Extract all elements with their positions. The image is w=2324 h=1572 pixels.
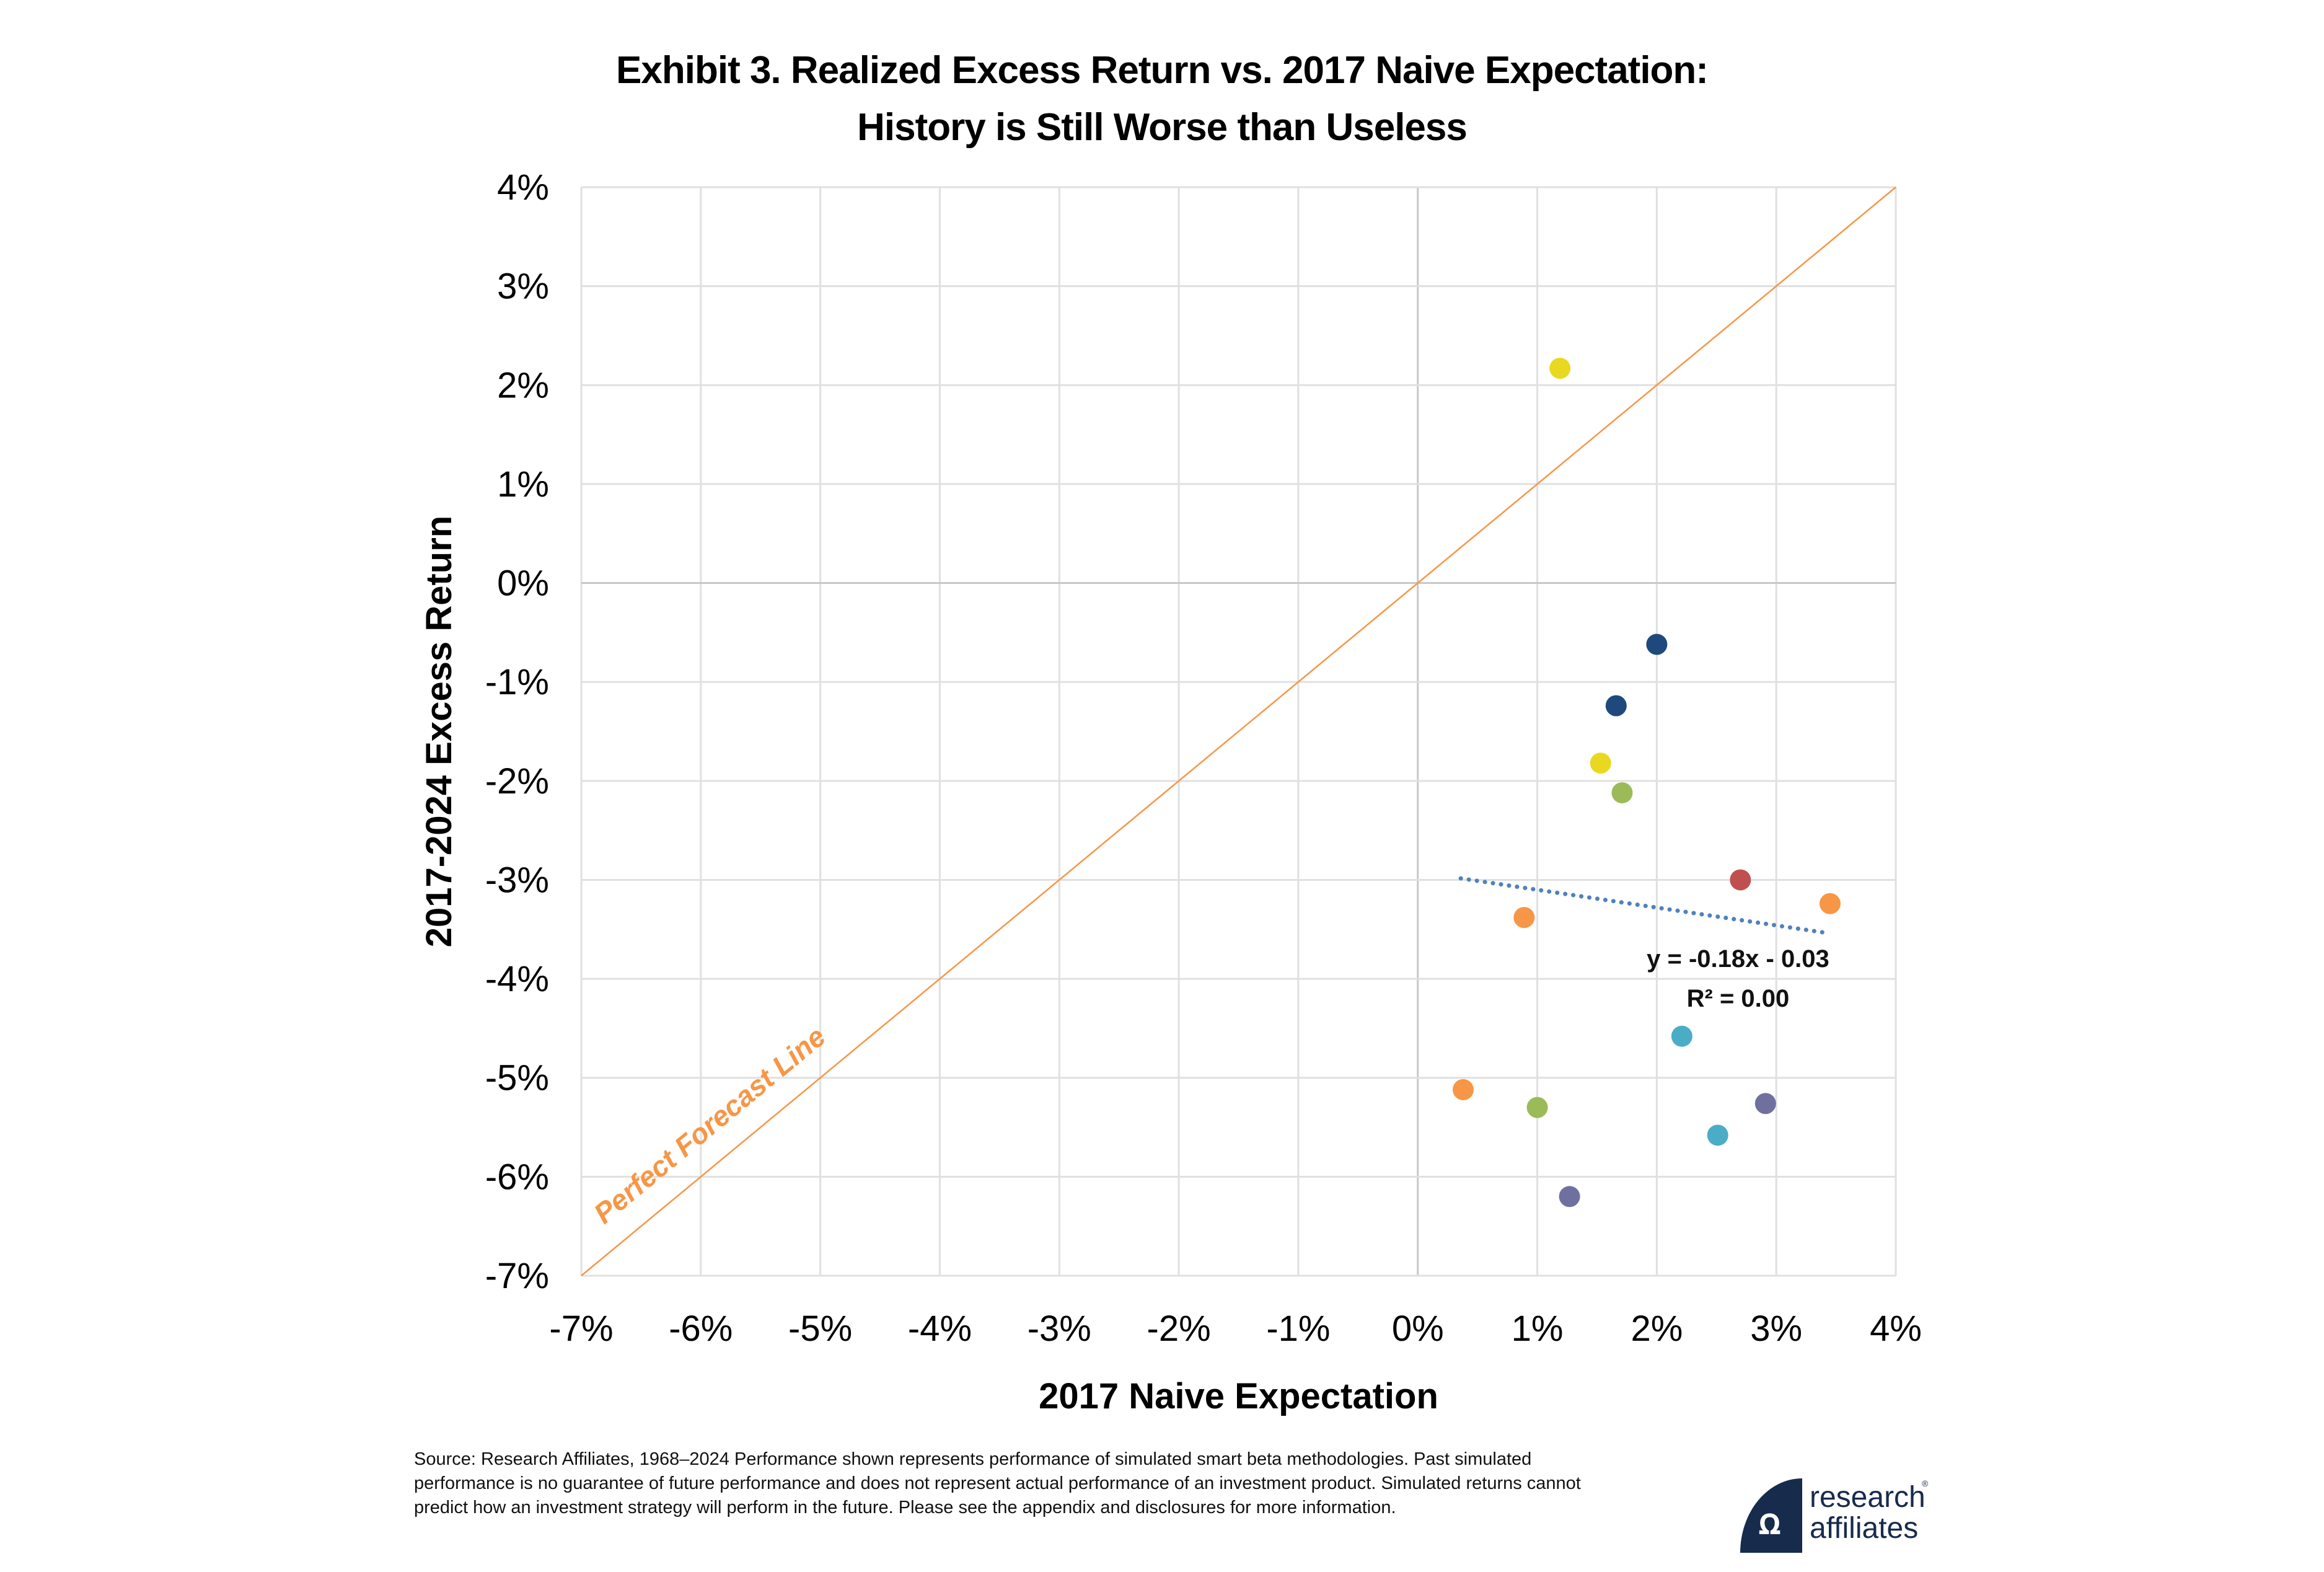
data-point — [1526, 1097, 1548, 1118]
trendline-equation: y = -0.18x - 0.03 — [1647, 945, 1829, 973]
data-point — [1590, 753, 1611, 774]
x-tick-label: 2% — [1631, 1309, 1683, 1349]
research-affiliates-logo: ꭥ research affiliates ® — [1740, 1478, 1939, 1553]
logo-mark-icon: ꭥ — [1740, 1478, 1802, 1553]
data-point — [1611, 782, 1633, 803]
logo-wordmark: research affiliates — [1810, 1482, 1926, 1544]
chart-title-line-1: Exhibit 3. Realized Excess Return vs. 20… — [616, 49, 1709, 92]
logo-text-line-1: research — [1810, 1481, 1926, 1514]
data-point — [1513, 907, 1535, 929]
x-tick-label: -3% — [1028, 1309, 1091, 1349]
y-tick-label: -3% — [485, 860, 549, 900]
data-point — [1819, 893, 1841, 914]
data-point — [1452, 1079, 1474, 1100]
data-point — [1754, 1093, 1776, 1115]
y-axis-ticks: 4% 3% 2% 1% 0% -1% -2% -3% -4% -5% -6% -7% — [485, 167, 549, 1296]
y-tick-label: 3% — [497, 267, 549, 307]
data-point — [1549, 358, 1571, 379]
chart-title: Exhibit 3. Realized Excess Return vs. 20… — [0, 42, 2324, 156]
perfect-forecast-label: Perfect Forecast Line — [588, 1020, 832, 1229]
registered-mark: ® — [1922, 1478, 1929, 1488]
chart-title-line-2: History is Still Worse than Useless — [857, 106, 1468, 149]
x-axis-title: 2017 Naive Expectation — [1039, 1376, 1438, 1416]
y-tick-label: -2% — [485, 761, 549, 801]
logo-glyph: ꭥ — [1759, 1501, 1781, 1542]
x-axis-ticks: -7% -6% -5% -4% -3% -2% -1% 0% 1% 2% 3% 4% — [549, 1309, 1921, 1349]
logo-text-line-2: affiliates — [1810, 1512, 1919, 1545]
y-tick-label: -4% — [485, 959, 549, 999]
y-tick-label: 2% — [497, 365, 549, 405]
x-tick-label: -5% — [788, 1309, 852, 1349]
x-tick-label: 0% — [1392, 1309, 1444, 1349]
data-point — [1646, 634, 1668, 655]
trendline — [1458, 876, 1828, 935]
y-axis-title: 2017-2024 Excess Return — [419, 516, 459, 947]
y-tick-label: -7% — [485, 1256, 549, 1296]
x-tick-label: 3% — [1750, 1309, 1802, 1349]
x-tick-label: -2% — [1147, 1309, 1211, 1349]
data-point — [1730, 869, 1751, 891]
data-point — [1671, 1025, 1692, 1047]
x-tick-label: -7% — [549, 1309, 613, 1349]
y-tick-label: -5% — [485, 1058, 549, 1098]
x-tick-label: -4% — [908, 1309, 972, 1349]
x-tick-label: 1% — [1512, 1309, 1564, 1349]
y-tick-label: 0% — [497, 563, 549, 604]
data-point — [1559, 1186, 1580, 1208]
data-point — [1605, 695, 1627, 717]
data-points — [1452, 358, 1841, 1208]
y-tick-label: 4% — [497, 167, 549, 208]
data-point — [1707, 1124, 1728, 1146]
grid-lines — [580, 186, 1897, 1277]
y-tick-label: -1% — [485, 662, 549, 702]
trendline-r-squared: R² = 0.00 — [1687, 985, 1790, 1012]
x-tick-label: -1% — [1266, 1309, 1330, 1349]
perfect-forecast-line — [581, 187, 1896, 1276]
y-tick-label: 1% — [497, 464, 549, 505]
x-tick-label: -6% — [669, 1309, 733, 1349]
x-tick-label: 4% — [1870, 1309, 1922, 1349]
source-footnote: Source: Research Affiliates, 1968–2024 P… — [414, 1449, 1581, 1517]
y-tick-label: -6% — [485, 1157, 549, 1197]
